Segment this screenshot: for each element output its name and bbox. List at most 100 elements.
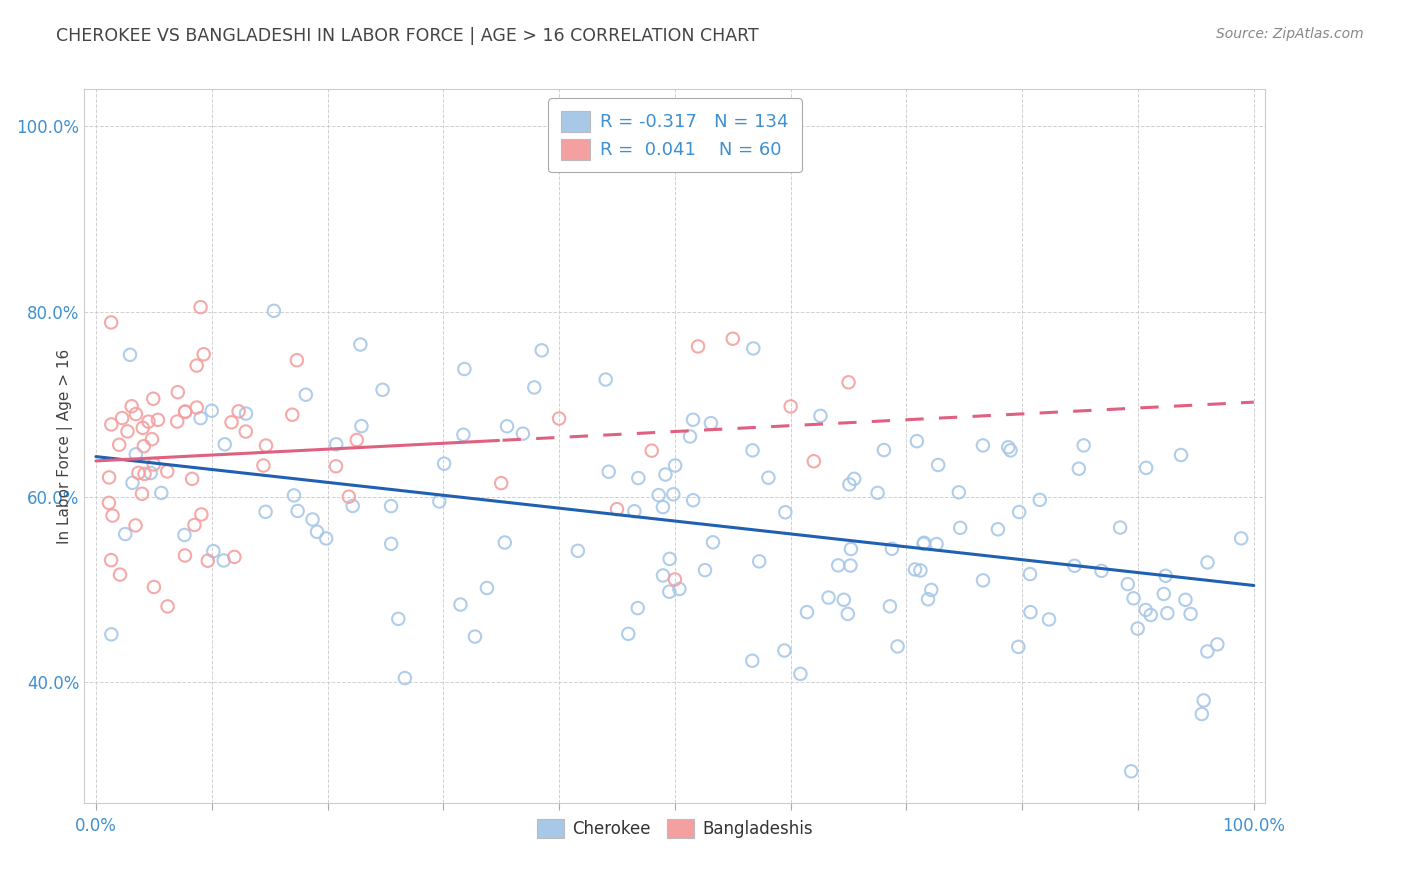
Point — [142, 392, 165, 406]
Point — [464, 630, 486, 644]
Point — [1197, 644, 1219, 658]
Point — [721, 332, 744, 346]
Point — [686, 339, 709, 353]
Point — [228, 404, 250, 418]
Point — [475, 581, 498, 595]
Point — [838, 376, 860, 390]
Point — [1008, 505, 1031, 519]
Point — [1139, 607, 1161, 622]
Point — [295, 388, 318, 402]
Point — [1153, 587, 1175, 601]
Point — [108, 438, 131, 452]
Point — [166, 385, 188, 400]
Point — [146, 413, 169, 427]
Point — [1206, 637, 1229, 651]
Point — [1135, 603, 1157, 617]
Point — [664, 573, 686, 587]
Legend: Cherokee, Bangladeshis: Cherokee, Bangladeshis — [530, 812, 820, 845]
Point — [1121, 764, 1143, 779]
Point — [987, 522, 1010, 536]
Point — [190, 411, 212, 425]
Point — [606, 502, 628, 516]
Text: Source: ZipAtlas.com: Source: ZipAtlas.com — [1216, 27, 1364, 41]
Point — [350, 419, 373, 434]
Point — [131, 487, 153, 501]
Point — [741, 443, 763, 458]
Point — [305, 524, 328, 539]
Point — [1156, 606, 1178, 620]
Point — [1090, 564, 1112, 578]
Point — [758, 471, 780, 485]
Point — [181, 472, 204, 486]
Point — [917, 592, 939, 607]
Point — [1230, 532, 1253, 546]
Point — [132, 439, 155, 453]
Point — [114, 527, 136, 541]
Point — [623, 504, 645, 518]
Point — [453, 427, 475, 442]
Point — [125, 447, 148, 461]
Point — [427, 494, 450, 508]
Point — [186, 401, 208, 415]
Point — [100, 315, 122, 329]
Point — [1170, 448, 1192, 462]
Point — [283, 488, 305, 502]
Y-axis label: In Labor Force | Age > 16: In Labor Force | Age > 16 — [58, 349, 73, 543]
Text: CHEROKEE VS BANGLADESHI IN LABOR FORCE | AGE > 16 CORRELATION CHART: CHEROKEE VS BANGLADESHI IN LABOR FORCE |… — [56, 27, 759, 45]
Point — [325, 459, 347, 474]
Point — [281, 408, 304, 422]
Point — [664, 458, 686, 473]
Point — [920, 582, 942, 597]
Point — [779, 400, 801, 414]
Point — [810, 409, 832, 423]
Point — [254, 438, 277, 452]
Point — [496, 419, 519, 434]
Point — [658, 552, 681, 566]
Point — [1116, 577, 1139, 591]
Point — [1038, 612, 1060, 626]
Point — [337, 490, 360, 504]
Point — [838, 477, 860, 491]
Point — [125, 407, 148, 421]
Point — [141, 432, 163, 446]
Point — [100, 417, 122, 432]
Point — [174, 404, 197, 418]
Point — [212, 553, 235, 567]
Point — [285, 353, 308, 368]
Point — [817, 591, 839, 605]
Point — [197, 554, 219, 568]
Point — [668, 582, 690, 596]
Point — [1180, 607, 1202, 621]
Point — [927, 458, 949, 472]
Point — [494, 535, 516, 549]
Point — [224, 549, 246, 564]
Point — [512, 426, 534, 441]
Point — [748, 554, 770, 568]
Point — [789, 666, 811, 681]
Point — [371, 383, 394, 397]
Point — [100, 627, 122, 641]
Point — [742, 342, 765, 356]
Point — [647, 488, 669, 502]
Point — [127, 466, 149, 480]
Point — [641, 443, 664, 458]
Point — [380, 499, 402, 513]
Point — [387, 612, 409, 626]
Point — [1154, 568, 1177, 582]
Point — [132, 421, 155, 435]
Point — [142, 458, 165, 472]
Point — [1073, 438, 1095, 452]
Point — [1019, 605, 1042, 619]
Point — [905, 434, 928, 449]
Point — [658, 584, 681, 599]
Point — [910, 563, 932, 577]
Point — [325, 437, 347, 451]
Point — [832, 592, 855, 607]
Point — [134, 467, 156, 481]
Point — [221, 415, 243, 429]
Point — [925, 537, 948, 551]
Point — [174, 549, 197, 563]
Point — [773, 643, 796, 657]
Point — [627, 471, 650, 485]
Point — [214, 437, 236, 451]
